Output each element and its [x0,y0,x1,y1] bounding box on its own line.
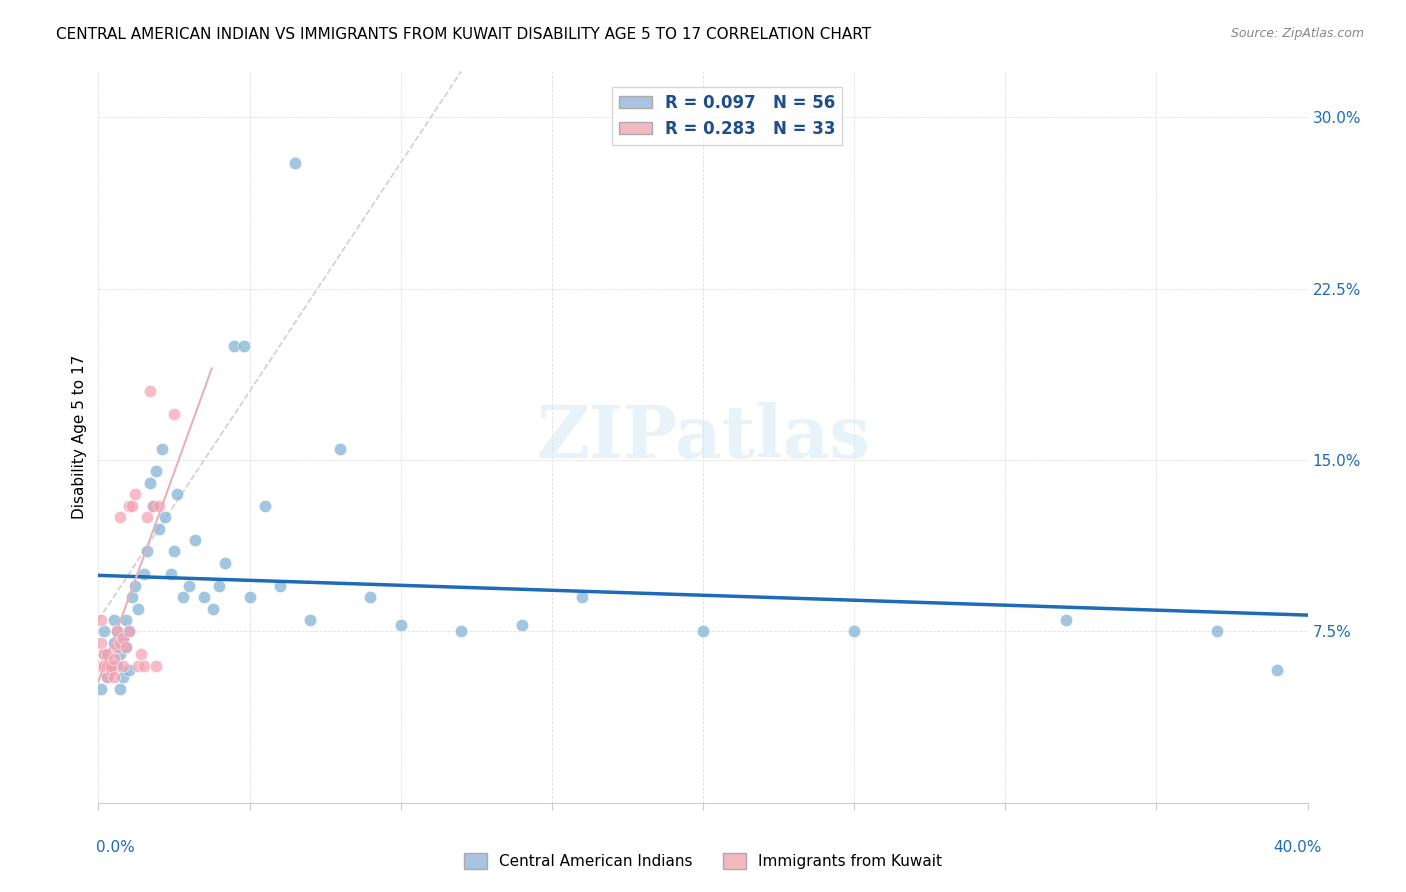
Point [105,624,128,639]
Point [284,155,307,169]
Point [127,601,149,615]
Point [160,567,183,582]
Point [1206,624,1229,639]
Point [90,613,112,627]
Point [96,670,118,684]
Point [692,624,714,639]
Point [844,624,866,639]
Text: 40.0%: 40.0% [1274,840,1322,855]
Text: Source: ZipAtlas.com: Source: ZipAtlas.com [1230,27,1364,40]
Point [1054,613,1077,627]
Point [153,510,176,524]
Point [179,579,201,593]
Point [150,442,173,456]
Point [145,658,167,673]
Point [148,521,170,535]
Point [132,567,155,582]
Point [118,624,141,639]
Point [100,658,122,673]
Point [121,590,143,604]
Point [100,663,122,677]
Point [108,636,131,650]
Point [114,640,136,655]
Point [135,544,157,558]
Point [108,510,131,524]
Point [329,442,352,456]
Point [269,579,291,593]
Point [360,590,382,604]
Point [124,579,146,593]
Point [96,670,118,684]
Point [510,617,533,632]
Point [571,590,593,604]
Point [172,590,194,604]
Point [127,658,149,673]
Point [299,613,322,627]
Point [111,632,134,646]
Point [96,658,118,673]
Point [139,384,162,399]
Point [148,499,170,513]
Point [111,632,134,646]
Point [105,624,128,639]
Point [103,636,125,650]
Point [105,658,128,673]
Point [214,556,236,570]
Point [90,681,112,696]
Point [118,663,141,677]
Point [114,613,136,627]
Point [93,658,115,673]
Point [193,590,215,604]
Text: CENTRAL AMERICAN INDIAN VS IMMIGRANTS FROM KUWAIT DISABILITY AGE 5 TO 17 CORRELA: CENTRAL AMERICAN INDIAN VS IMMIGRANTS FR… [56,27,872,42]
Point [166,487,188,501]
Point [108,681,131,696]
Point [163,544,186,558]
Point [208,579,231,593]
Point [121,499,143,513]
Point [124,487,146,501]
Point [108,647,131,661]
Text: 0.0%: 0.0% [96,840,135,855]
Point [253,499,276,513]
Point [93,647,115,661]
Y-axis label: Disability Age 5 to 17: Disability Age 5 to 17 [72,355,87,519]
Point [103,670,125,684]
Point [96,647,118,661]
Point [239,590,262,604]
Point [103,613,125,627]
Point [224,338,246,352]
Point [105,640,128,655]
Point [93,647,115,661]
Point [114,640,136,655]
Point [118,624,141,639]
Point [450,624,472,639]
Point [163,407,186,421]
Text: ZIPatlas: ZIPatlas [536,401,870,473]
Point [135,510,157,524]
Point [118,499,141,513]
Point [111,670,134,684]
Point [100,658,122,673]
Point [103,652,125,666]
Point [142,499,165,513]
Point [232,338,254,352]
Point [139,475,162,490]
Point [90,636,112,650]
Point [129,647,152,661]
Point [111,658,134,673]
Point [389,617,412,632]
Legend: R = 0.097   N = 56, R = 0.283   N = 33: R = 0.097 N = 56, R = 0.283 N = 33 [612,87,842,145]
Point [184,533,207,547]
Point [142,499,165,513]
Point [145,464,167,478]
Point [93,658,115,673]
Legend: Central American Indians, Immigrants from Kuwait: Central American Indians, Immigrants fro… [458,847,948,875]
Point [93,624,115,639]
Point [90,658,112,673]
Point [132,658,155,673]
Point [1267,663,1289,677]
Point [202,601,225,615]
